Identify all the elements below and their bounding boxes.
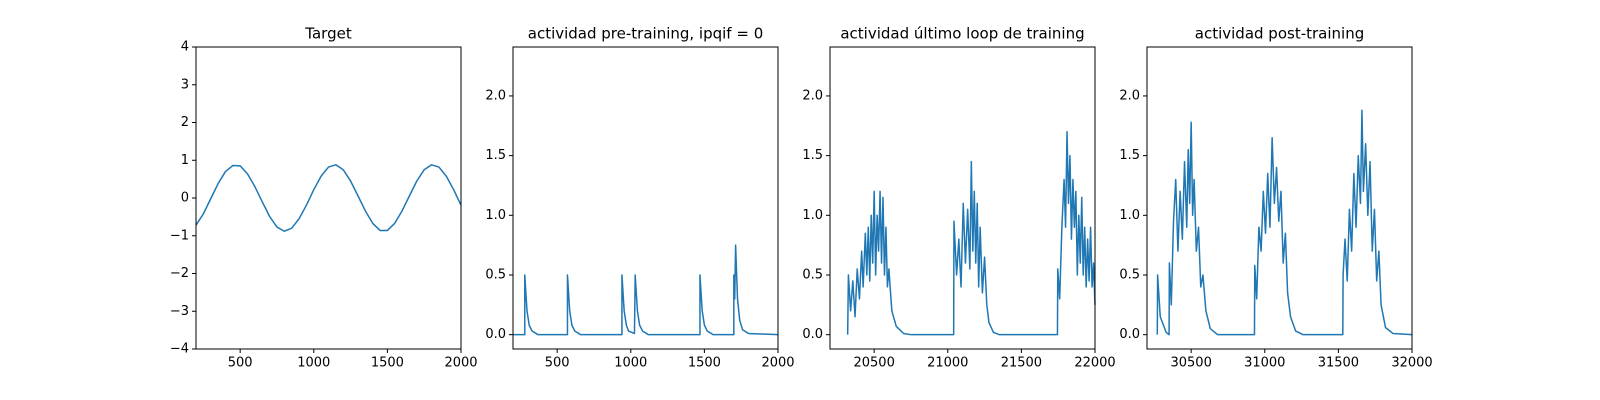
panel-title: Target — [304, 25, 352, 43]
y-tick-label: −4 — [170, 342, 189, 357]
y-tick-label: 4 — [181, 40, 189, 55]
y-tick-label: 1.5 — [1119, 148, 1140, 163]
data-line — [1156, 109, 1413, 336]
y-tick-label: −3 — [170, 304, 189, 319]
y-tick-label: 0 — [181, 191, 189, 206]
x-tick-label: 21000 — [927, 356, 968, 371]
y-tick-label: 1 — [181, 153, 189, 168]
y-tick-label: 2.0 — [1119, 88, 1140, 103]
y-tick-label: 0.5 — [485, 267, 506, 282]
y-tick-label: 1.0 — [802, 208, 823, 223]
data-line — [513, 244, 779, 336]
y-tick-label: −2 — [170, 266, 189, 281]
y-tick-label: 3 — [181, 77, 189, 92]
y-tick-label: 1.5 — [485, 148, 506, 163]
x-tick-label: 2000 — [444, 356, 477, 371]
y-tick-label: 0.0 — [802, 327, 823, 342]
y-tick-label: 2.0 — [485, 88, 506, 103]
y-tick-label: 1.0 — [485, 208, 506, 223]
data-line — [195, 164, 462, 232]
axes-frame — [512, 46, 779, 350]
panel-title: actividad post-training — [1195, 25, 1364, 43]
x-tick-label: 21500 — [1001, 356, 1042, 371]
data-line — [846, 131, 1096, 336]
y-tick-label: 0.5 — [802, 267, 823, 282]
y-tick-label: 1.0 — [1119, 208, 1140, 223]
axes-frame — [1146, 46, 1413, 350]
x-tick-label: 2000 — [761, 356, 794, 371]
y-tick-label: 0.0 — [485, 327, 506, 342]
x-tick-label: 30500 — [1170, 356, 1211, 371]
x-tick-label: 1500 — [688, 356, 721, 371]
y-tick-label: −1 — [170, 228, 189, 243]
x-tick-label: 22000 — [1074, 356, 1115, 371]
x-tick-label: 31000 — [1244, 356, 1285, 371]
x-tick-label: 1000 — [614, 356, 647, 371]
x-tick-label: 500 — [545, 356, 570, 371]
x-tick-label: 500 — [228, 356, 253, 371]
y-tick-label: 2 — [181, 115, 189, 130]
y-tick-label: 0.5 — [1119, 267, 1140, 282]
panel-title: actividad último loop de training — [840, 25, 1084, 43]
panel-title: actividad pre-training, ipqif = 0 — [528, 25, 764, 43]
y-tick-label: 1.5 — [802, 148, 823, 163]
x-tick-label: 1500 — [371, 356, 404, 371]
axes-frame — [829, 46, 1096, 350]
y-tick-label: 0.0 — [1119, 327, 1140, 342]
x-tick-label: 20500 — [853, 356, 894, 371]
x-tick-label: 32000 — [1391, 356, 1432, 371]
x-tick-label: 1000 — [297, 356, 330, 371]
axes-frame — [195, 46, 462, 350]
y-tick-label: 2.0 — [802, 88, 823, 103]
x-tick-label: 31500 — [1318, 356, 1359, 371]
